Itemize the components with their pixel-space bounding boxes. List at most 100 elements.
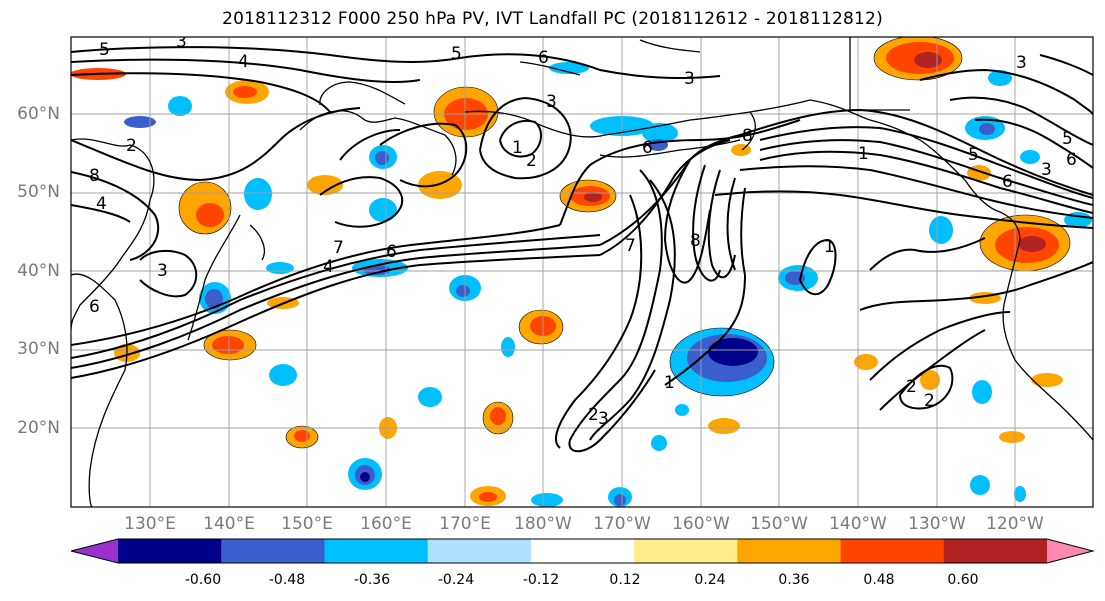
positive-anomaly-region xyxy=(584,192,602,202)
colorbar-tick-label: -0.36 xyxy=(353,572,391,588)
positive-anomaly-region xyxy=(294,430,310,442)
positive-anomaly-region xyxy=(999,431,1025,443)
contour-label: 8 xyxy=(742,126,753,146)
negative-anomaly-region xyxy=(168,96,192,116)
lat-label: 40°N xyxy=(17,261,60,281)
colorbar-tick-label: -0.48 xyxy=(268,572,306,588)
negative-anomaly-region xyxy=(266,262,294,274)
ivt-pc-shading xyxy=(71,37,1092,507)
contour-label: 2 xyxy=(906,377,917,397)
contour-label: 3 xyxy=(157,261,168,281)
contour-label: 7 xyxy=(625,236,636,256)
colorbar-segment xyxy=(324,539,429,563)
positive-anomaly-region xyxy=(233,86,257,98)
positive-anomaly-region xyxy=(708,418,740,434)
colorbar-tick-label: -0.12 xyxy=(522,572,560,588)
positive-anomaly-region xyxy=(854,354,878,370)
colorbar-tick-label: 0.36 xyxy=(778,572,810,588)
lon-label: 170°W xyxy=(593,514,651,534)
lon-label: 160°E xyxy=(360,514,412,534)
lat-label: 60°N xyxy=(17,104,60,124)
negative-anomaly-region xyxy=(675,404,689,416)
colorbar-extend-max xyxy=(1047,539,1093,563)
colorbar-segment xyxy=(530,539,635,563)
contour-label: 3 xyxy=(546,92,557,112)
positive-anomaly-region xyxy=(1018,236,1046,252)
lon-label: 170°E xyxy=(439,514,491,534)
contour-label: 6 xyxy=(1002,172,1013,192)
lon-label: 140°W xyxy=(829,514,887,534)
lat-label: 50°N xyxy=(17,182,60,202)
lon-label: 130°E xyxy=(124,514,176,534)
map-title: 2018112312 F000 250 hPa PV, IVT Landfall… xyxy=(222,9,883,29)
negative-anomaly-region xyxy=(929,216,953,244)
colorbar-outline xyxy=(70,538,1095,564)
lon-label: 130°W xyxy=(908,514,966,534)
contour-label: 3 xyxy=(1041,160,1052,180)
negative-anomaly-region xyxy=(549,62,589,74)
negative-anomaly-region xyxy=(1014,486,1026,502)
negative-anomaly-region xyxy=(205,289,223,309)
lon-label: 140°E xyxy=(203,514,255,534)
contour-label: 1 xyxy=(512,138,523,158)
negative-anomaly-region xyxy=(418,387,442,407)
positive-anomaly-region xyxy=(920,370,940,390)
contour-label: 2 xyxy=(526,151,537,171)
negative-anomaly-region xyxy=(124,116,156,128)
pv-contours xyxy=(71,46,1093,453)
contour-label: 5 xyxy=(451,44,462,64)
negative-anomaly-region xyxy=(651,435,667,451)
lon-label: 160°W xyxy=(672,514,730,534)
contour-label: 5 xyxy=(1062,129,1073,149)
negative-anomaly-region xyxy=(972,380,992,404)
negative-anomaly-region xyxy=(375,151,389,165)
colorbar-segment xyxy=(737,539,842,563)
negative-anomaly-region xyxy=(456,285,470,297)
contour-label: 2 xyxy=(126,136,137,156)
negative-anomaly-region xyxy=(531,493,563,507)
contour-label: 1 xyxy=(664,373,675,393)
negative-anomaly-region xyxy=(501,337,515,357)
contour-label: 4 xyxy=(238,52,249,72)
colorbar-tick-label: -0.24 xyxy=(437,572,475,588)
lon-label: 150°W xyxy=(750,514,808,534)
positive-anomaly-region xyxy=(196,203,224,227)
contour-label: 6 xyxy=(386,242,397,262)
negative-anomaly-region xyxy=(988,70,1012,86)
colorbar-extend-min xyxy=(71,539,118,563)
contour-label: 7 xyxy=(333,238,344,258)
contour-label: 3 xyxy=(684,69,695,89)
lon-label: 180°W xyxy=(514,514,572,534)
colorbar xyxy=(70,538,1095,564)
negative-anomaly-region xyxy=(970,475,990,495)
lat-label: 20°N xyxy=(17,418,60,438)
positive-anomaly-region xyxy=(212,336,244,354)
colorbar-segment xyxy=(634,539,738,563)
colorbar-tick-label: 0.12 xyxy=(609,572,641,588)
contour-label: 2 xyxy=(588,405,599,425)
map-area: 5 3 4 5 6 3 2 1 2 8 4 3 6 7 6 4 6 7 8 1 … xyxy=(71,37,1093,507)
positive-anomaly-region xyxy=(914,52,942,68)
colorbar-segment xyxy=(943,539,1048,563)
colorbar-segment xyxy=(118,539,222,563)
contour-label: 4 xyxy=(323,257,334,277)
lat-label: 30°N xyxy=(17,339,60,359)
contour-label: 6 xyxy=(538,48,549,68)
contour-label: 6 xyxy=(89,297,100,317)
contour-label: 2 xyxy=(924,391,935,411)
negative-anomaly-region xyxy=(360,472,370,482)
colorbar-segment xyxy=(221,539,325,563)
map-frame xyxy=(70,36,1094,508)
negative-anomaly-region xyxy=(1020,150,1040,164)
positive-anomaly-region xyxy=(307,175,343,195)
negative-anomaly-region xyxy=(244,178,272,210)
contour-label: 4 xyxy=(96,194,107,214)
negative-anomaly-region xyxy=(979,123,995,135)
contour-label: 8 xyxy=(89,166,100,186)
negative-anomaly-region xyxy=(708,338,758,366)
contour-label: 6 xyxy=(642,138,653,158)
lat-lon-grid xyxy=(71,37,1093,507)
lon-label: 150°E xyxy=(281,514,333,534)
colorbar-segment xyxy=(427,539,532,563)
